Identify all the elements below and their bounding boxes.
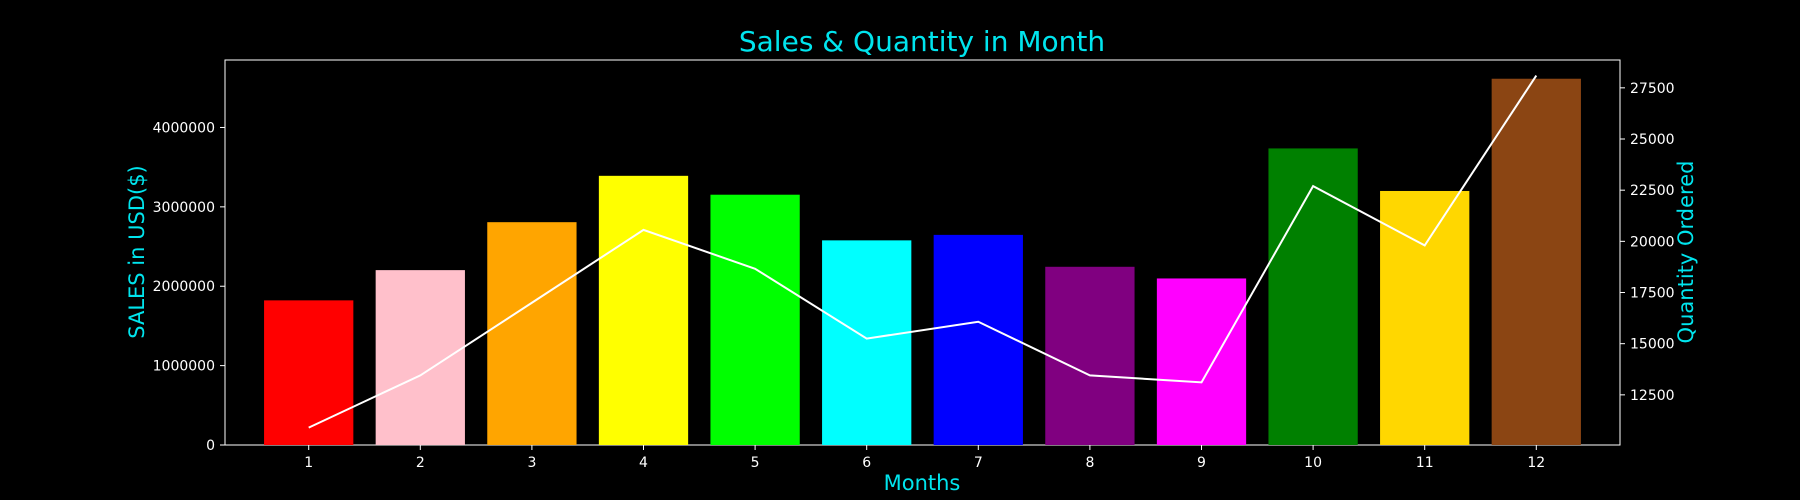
y2-tick-label: 27500	[1630, 81, 1675, 97]
x-tick-label: 5	[751, 455, 760, 471]
x-axis-title: Months	[884, 471, 961, 495]
quantity-line	[308, 75, 1538, 429]
y-axis-left-title: SALES in USD($)	[125, 165, 149, 339]
y2-tick-label: 12500	[1630, 388, 1675, 404]
y2-tick-label: 15000	[1630, 337, 1675, 353]
bar-month-8	[1045, 266, 1135, 445]
bar-month-10	[1268, 148, 1358, 446]
x-axis-ticks: 1 2 3 4 5 6 7 8 9 10 11 12	[304, 445, 1545, 471]
x-tick-label: 2	[416, 455, 425, 471]
x-tick-label: 3	[527, 455, 536, 471]
quantity-line-group	[308, 75, 1538, 429]
x-tick-label: 7	[974, 455, 983, 471]
bar-month-5	[710, 194, 800, 445]
bar-month-4	[598, 175, 689, 446]
y2-tick-label: 20000	[1630, 234, 1675, 250]
chart-title: Sales & Quantity in Month	[739, 25, 1105, 58]
bar-month-2	[375, 270, 465, 445]
bars-group	[264, 78, 1581, 446]
x-tick-label: 12	[1527, 455, 1545, 471]
x-tick-label: 6	[862, 455, 871, 471]
x-tick-label: 4	[639, 455, 648, 471]
x-tick-label: 11	[1416, 455, 1434, 471]
bar-month-1	[264, 300, 354, 445]
y-tick-label: 3000000	[153, 200, 215, 216]
y-axis-right-title: Quantity Ordered	[1674, 161, 1698, 344]
y-axis-left-ticks: 0 1000000 2000000 3000000 4000000	[153, 120, 225, 454]
plot-frame	[224, 59, 1621, 446]
x-tick-label: 10	[1304, 455, 1322, 471]
x-tick-label: 8	[1085, 455, 1094, 471]
y-axis-right-ticks: 12500 15000 17500 20000 22500 25000 27500	[1620, 81, 1675, 404]
y2-tick-label: 22500	[1630, 183, 1675, 199]
y-tick-label: 1000000	[153, 359, 215, 375]
y2-tick-label: 17500	[1630, 286, 1675, 302]
bar-month-9	[1156, 278, 1247, 445]
y-tick-label: 2000000	[153, 279, 215, 295]
bar-month-3	[487, 222, 577, 445]
bar-month-6	[822, 240, 912, 445]
y-tick-label: 4000000	[153, 120, 215, 136]
y-tick-label: 0	[206, 438, 215, 454]
bar-month-11	[1380, 190, 1470, 445]
x-tick-label: 9	[1197, 455, 1206, 471]
bar-month-7	[933, 234, 1023, 445]
x-tick-label: 1	[304, 455, 313, 471]
y2-tick-label: 25000	[1630, 132, 1675, 148]
bar-month-12	[1491, 78, 1581, 446]
